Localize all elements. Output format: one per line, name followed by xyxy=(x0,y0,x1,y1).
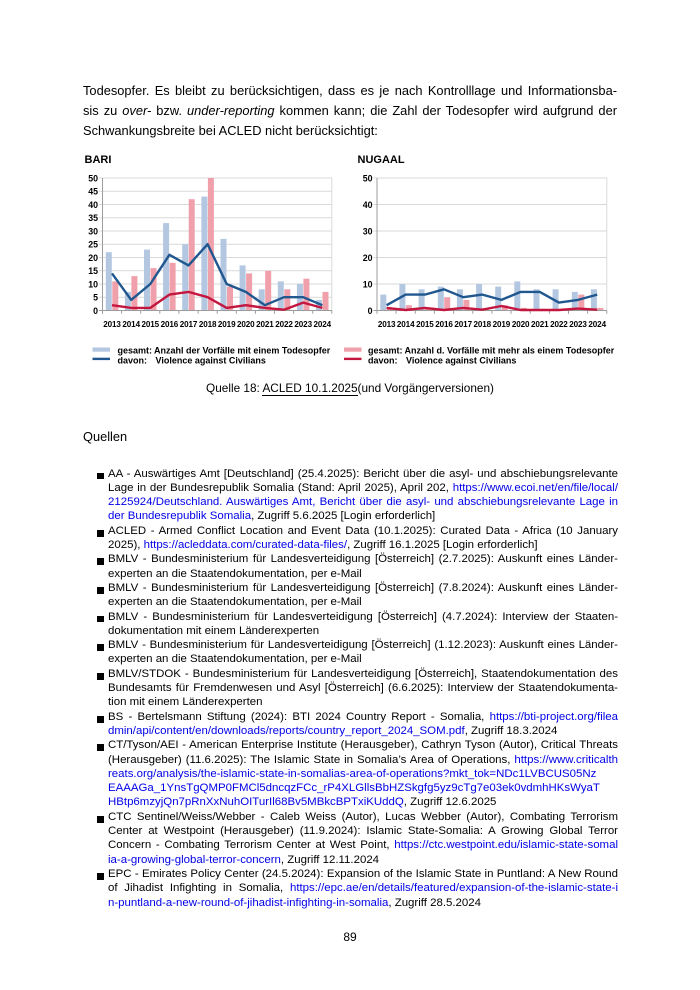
svg-text:35: 35 xyxy=(88,213,98,223)
svg-text:2022: 2022 xyxy=(550,320,568,329)
svg-text:2021: 2021 xyxy=(256,320,274,329)
svg-text:2021: 2021 xyxy=(531,320,549,329)
svg-text:2022: 2022 xyxy=(275,320,293,329)
svg-text:Anzahl d. Vorfälle mit mehr al: Anzahl d. Vorfälle mit mehr als einem To… xyxy=(405,345,615,355)
svg-text:2020: 2020 xyxy=(512,320,530,329)
svg-text:5: 5 xyxy=(93,293,98,303)
svg-text:gesamt:: gesamt: xyxy=(118,345,153,355)
svg-text:2020: 2020 xyxy=(237,320,255,329)
svg-text:Violence against Civilians: Violence against Civilians xyxy=(406,356,516,366)
svg-text:2018: 2018 xyxy=(474,320,492,329)
svg-text:2017: 2017 xyxy=(454,320,472,329)
svg-text:2015: 2015 xyxy=(142,320,160,329)
svg-text:2016: 2016 xyxy=(161,320,179,329)
svg-text:10: 10 xyxy=(88,279,98,289)
svg-text:50: 50 xyxy=(88,173,98,183)
svg-text:2024: 2024 xyxy=(588,320,606,329)
svg-text:davon:: davon: xyxy=(118,356,148,366)
svg-text:2023: 2023 xyxy=(294,320,312,329)
svg-text:30: 30 xyxy=(363,226,373,236)
svg-text:davon:: davon: xyxy=(368,356,398,366)
svg-text:20: 20 xyxy=(88,253,98,263)
svg-text:Anzahl der Vorfälle mit einem: Anzahl der Vorfälle mit einem Todesopfer xyxy=(154,345,331,355)
svg-text:30: 30 xyxy=(88,226,98,236)
svg-text:10: 10 xyxy=(363,279,373,289)
svg-text:2013: 2013 xyxy=(103,320,121,329)
svg-text:Violence against Civilians: Violence against Civilians xyxy=(156,356,266,366)
svg-text:50: 50 xyxy=(363,173,373,183)
svg-text:2014: 2014 xyxy=(397,320,415,329)
svg-text:0: 0 xyxy=(368,306,373,316)
svg-text:2015: 2015 xyxy=(416,320,434,329)
svg-text:2019: 2019 xyxy=(218,320,236,329)
svg-text:0: 0 xyxy=(93,306,98,316)
svg-text:40: 40 xyxy=(88,200,98,210)
svg-text:2024: 2024 xyxy=(314,320,332,329)
svg-text:NUGAAL: NUGAAL xyxy=(358,154,405,166)
svg-text:2019: 2019 xyxy=(493,320,511,329)
svg-text:2016: 2016 xyxy=(435,320,453,329)
svg-text:2018: 2018 xyxy=(199,320,217,329)
svg-text:45: 45 xyxy=(88,187,98,197)
svg-text:2023: 2023 xyxy=(569,320,587,329)
svg-text:15: 15 xyxy=(88,266,98,276)
svg-text:BARI: BARI xyxy=(85,154,112,166)
svg-text:25: 25 xyxy=(88,240,98,250)
svg-text:gesamt:: gesamt: xyxy=(368,345,403,355)
svg-text:2014: 2014 xyxy=(122,320,140,329)
svg-text:2017: 2017 xyxy=(180,320,198,329)
svg-text:40: 40 xyxy=(363,200,373,210)
svg-text:2013: 2013 xyxy=(378,320,396,329)
svg-text:20: 20 xyxy=(363,253,373,263)
